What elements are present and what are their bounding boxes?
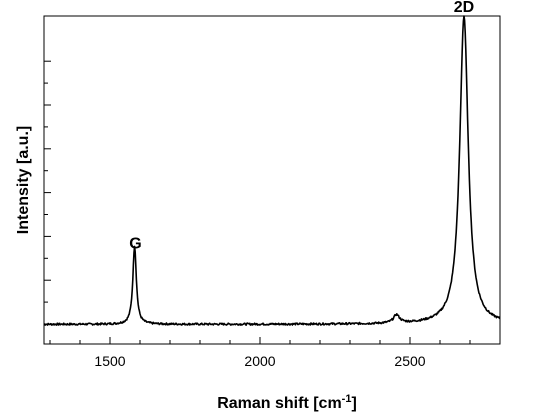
y-axis-title: Intensity [a.u.] [15,126,32,234]
x-axis-tick-labels: 1500 2000 2500 [94,353,425,369]
x-axis-ticks [49,337,501,344]
plot-frame [43,15,501,345]
y-axis-ticks [44,60,51,325]
x-axis-title-main: Raman shift [cm [217,395,341,412]
x-tick-label: 1500 [94,353,125,369]
x-axis-title-end: ] [351,395,356,412]
peak-label-g: G [129,235,141,252]
x-axis-title: Raman shift [cm-1] [217,393,357,412]
series-line-spectrum [43,15,501,326]
x-tick-label: 2500 [394,353,425,369]
x-tick-label: 2000 [244,353,275,369]
x-axis-title-superscript: -1 [342,393,352,405]
peak-label-2d: 2D [454,0,474,16]
